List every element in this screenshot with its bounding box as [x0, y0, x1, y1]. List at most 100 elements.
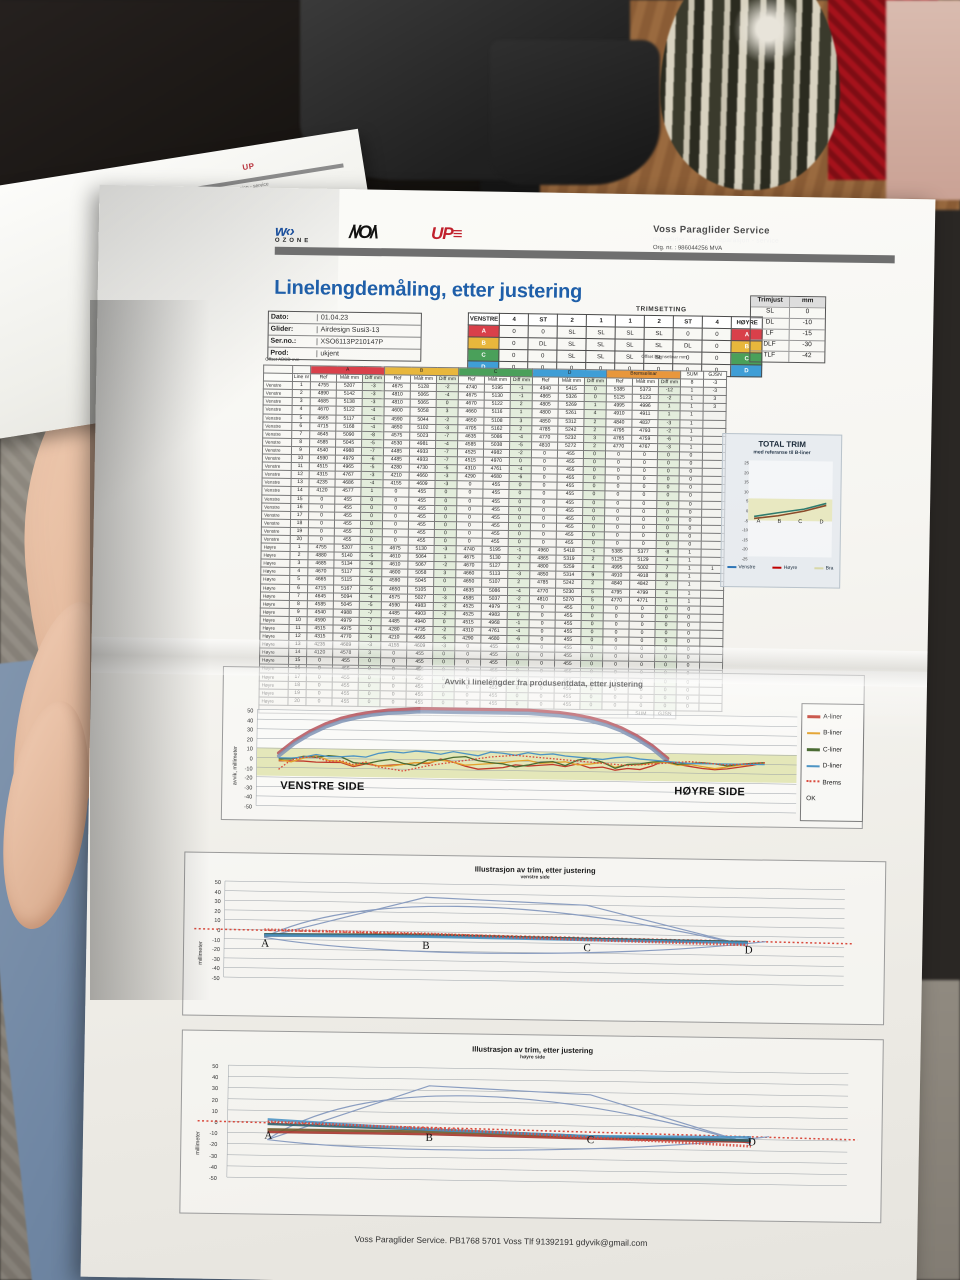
glider-info-box: Dato: 01.04.23 Glider: Airdesign Susi3-13 …	[267, 310, 422, 362]
meas-diff: -2	[433, 610, 456, 619]
chart-xlabel: D	[747, 1136, 757, 1149]
total-trim-ytick: 0	[745, 508, 749, 514]
meas-side-label: Høyre	[260, 607, 290, 617]
trimsetting-left-header: VENSTRE	[468, 312, 500, 326]
meas-diff: 0	[583, 474, 606, 484]
meas-diff: 0	[434, 496, 457, 506]
meas-diff: -2	[658, 394, 681, 404]
total-trim-legend-item: Høyre	[772, 565, 797, 571]
chart-xlabel: D	[744, 944, 753, 957]
trimsetting-col-header: 4	[499, 313, 529, 326]
meas-sub-header: Målt mm	[632, 378, 659, 387]
trimsetting-cell: SL	[644, 339, 674, 352]
meas-linenr: 1	[292, 381, 311, 390]
meas-diff: 0	[508, 506, 531, 515]
meas-diff: 0	[508, 497, 531, 507]
meas-diff: -6	[359, 560, 382, 570]
total-trim-legend: Venstre Høyre Bra	[727, 564, 833, 572]
meas-diff: 0	[506, 659, 529, 669]
meas-diff: -6	[506, 635, 529, 644]
meas-row-gjsn	[700, 605, 724, 615]
meas-diff: -7	[361, 447, 384, 456]
total-trim-xlabel: D	[819, 519, 824, 526]
company-name: Voss Paraglider Service	[653, 223, 770, 237]
meas-diff: -5	[359, 601, 382, 610]
meas-diff: -4	[361, 406, 385, 416]
total-trim-xlabel: B	[777, 518, 782, 525]
trimsetting-cell: DL	[673, 339, 703, 353]
meas-linenr: 20	[290, 535, 309, 544]
company-tagline: paraglider - utstyr - reparasjon - servi…	[652, 235, 780, 245]
trimsetting-cell: 0	[702, 328, 732, 341]
meas-row-sum: 0	[676, 646, 700, 655]
meas-diff: -1	[508, 546, 531, 555]
meas-diff: 0	[581, 620, 604, 629]
meas-diff: -4	[435, 440, 458, 449]
meas-sub-header: Målt mm	[336, 374, 363, 383]
meas-diff: 0	[508, 538, 531, 547]
meas-side-label: Høyre	[260, 575, 290, 584]
meas-side-label: Høyre	[260, 591, 290, 601]
meas-row-gjsn	[702, 419, 726, 429]
trimsetting-cell: 0	[673, 327, 703, 341]
meas-diff: 2	[507, 562, 530, 572]
total-trim-plot	[747, 460, 833, 558]
meas-diff: 0	[580, 636, 603, 646]
meas-linenr: 4	[289, 567, 308, 577]
meas-diff: 0	[360, 504, 383, 513]
meas-diff: 3	[433, 569, 456, 579]
trimsetting-col-header: ST	[528, 313, 558, 327]
meas-row-sum: 0	[678, 500, 702, 509]
meas-diff: 3	[435, 407, 459, 417]
meas-diff: -4	[361, 414, 384, 424]
meas-diff: 0	[508, 489, 531, 499]
trimsetting-cell: 0	[499, 349, 529, 362]
legend-item: Brems	[806, 774, 862, 791]
meas-side-label: Venstre	[261, 535, 291, 544]
meas-diff: 0	[657, 475, 680, 485]
legend-swatch	[727, 565, 737, 568]
legend-swatch	[807, 731, 821, 735]
meas-linenr: 13	[288, 640, 307, 649]
meas-diff: 4	[583, 409, 607, 419]
meas-diff: 1	[433, 553, 457, 563]
meas-diff: -1	[360, 544, 383, 553]
meas-diff: -2	[433, 561, 456, 571]
trimsetting-col-header: 4	[702, 316, 732, 329]
legend-swatch	[806, 764, 820, 768]
meas-linenr: 10	[291, 454, 310, 463]
meas-diff: -2	[507, 554, 531, 564]
trimsetting-cell: 0	[702, 340, 732, 353]
meas-diff: -3	[434, 545, 457, 554]
meas-linenr: 17	[290, 511, 309, 520]
meas-diff: -12	[658, 386, 681, 396]
meas-diff: 2	[510, 400, 533, 410]
meas-diff: -6	[361, 455, 384, 464]
meas-side-label: Høyre	[260, 559, 290, 568]
meas-diff: 2	[583, 418, 606, 427]
meas-diff: 0	[508, 514, 531, 523]
meas-diff: -5	[361, 463, 384, 472]
chart-avvik-label-venstre: VENSTRE SIDE	[280, 779, 365, 794]
meas-diff: -7	[359, 609, 382, 618]
background-bag-secondary	[490, 40, 660, 185]
meas-diff: -6	[657, 435, 680, 444]
trimjust-key: DL	[750, 318, 790, 329]
meas-diff: 0	[358, 657, 381, 667]
meas-diff: 0	[582, 507, 605, 516]
trimsetting-cell: SL	[586, 338, 616, 351]
meas-sub-header: Målt mm	[558, 377, 585, 386]
legend-item: D-liner	[806, 758, 863, 775]
meas-side-label: Høyre	[260, 599, 290, 609]
meas-diff: -3	[432, 642, 455, 652]
trimjust-value: -30	[802, 341, 812, 349]
meas-diff: 9	[581, 571, 604, 581]
meas-diff: -8	[656, 548, 679, 558]
meas-diff: -7	[359, 617, 382, 626]
total-trim-legend-item: Venstre	[727, 564, 755, 570]
meas-row-gjsn	[700, 613, 724, 623]
info-value: ukjent	[316, 350, 421, 359]
meas-row-sum: 0	[678, 508, 702, 517]
meas-diff: 0	[434, 529, 457, 538]
